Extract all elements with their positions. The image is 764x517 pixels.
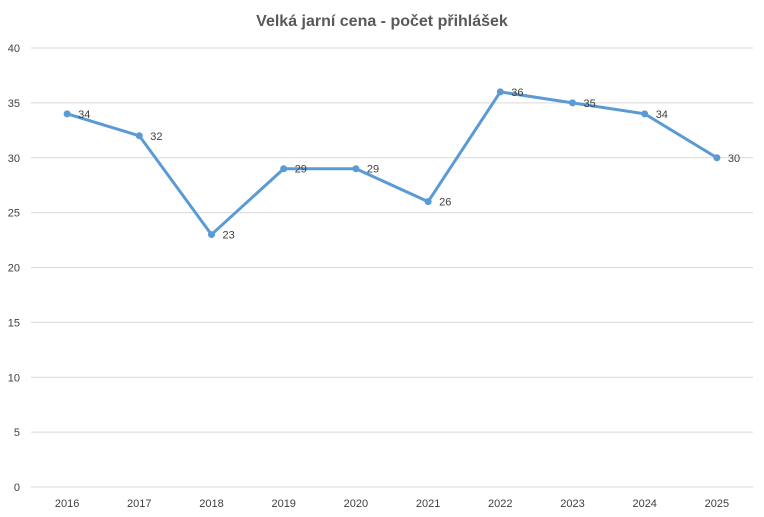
data-labels: 34 32 23 29 29 26 36 35 34 30 — [78, 87, 740, 242]
y-tick-label: 35 — [8, 98, 20, 110]
y-tick-label: 40 — [8, 43, 20, 55]
y-tick-label: 30 — [8, 153, 20, 165]
series — [63, 88, 721, 239]
data-label: 29 — [295, 164, 307, 176]
data-label: 26 — [439, 197, 451, 209]
x-tick-label: 2021 — [416, 498, 440, 510]
data-label: 30 — [728, 153, 740, 165]
y-tick-label: 25 — [8, 208, 20, 220]
data-point — [496, 88, 504, 96]
y-tick-label: 15 — [8, 317, 20, 329]
data-point — [63, 110, 71, 118]
x-tick-label: 2016 — [55, 498, 79, 510]
data-point — [713, 154, 721, 162]
x-tick-label: 2022 — [488, 498, 512, 510]
data-point — [352, 165, 360, 173]
x-axis: 2016 2017 2018 2019 2020 2021 2022 2023 2024 2025 — [55, 498, 729, 510]
data-label: 34 — [78, 109, 90, 121]
x-tick-label: 2018 — [199, 498, 223, 510]
y-tick-label: 0 — [14, 482, 20, 494]
x-tick-label: 2025 — [705, 498, 729, 510]
data-point — [280, 165, 288, 173]
data-label: 29 — [367, 164, 379, 176]
chart-title: Velká jarní cena - počet přihlášek — [256, 13, 508, 30]
x-tick-label: 2020 — [344, 498, 368, 510]
data-label: 36 — [511, 87, 523, 99]
x-tick-label: 2023 — [560, 498, 584, 510]
data-point — [641, 110, 649, 118]
data-label: 32 — [150, 131, 162, 143]
y-tick-label: 20 — [8, 263, 20, 275]
gridlines — [31, 47, 753, 488]
y-tick-label: 10 — [8, 372, 20, 384]
x-tick-label: 2017 — [127, 498, 151, 510]
y-axis: 0 5 10 15 20 25 30 35 40 — [8, 43, 20, 494]
series-line — [65, 90, 719, 237]
data-point — [569, 99, 576, 107]
data-point — [135, 132, 143, 140]
data-label: 35 — [584, 98, 596, 110]
x-tick-label: 2019 — [271, 498, 295, 510]
data-label: 34 — [656, 109, 668, 121]
data-point — [424, 198, 432, 206]
y-tick-label: 5 — [14, 427, 20, 439]
data-label: 23 — [223, 230, 235, 242]
data-point — [208, 231, 215, 239]
x-tick-label: 2024 — [632, 498, 656, 510]
